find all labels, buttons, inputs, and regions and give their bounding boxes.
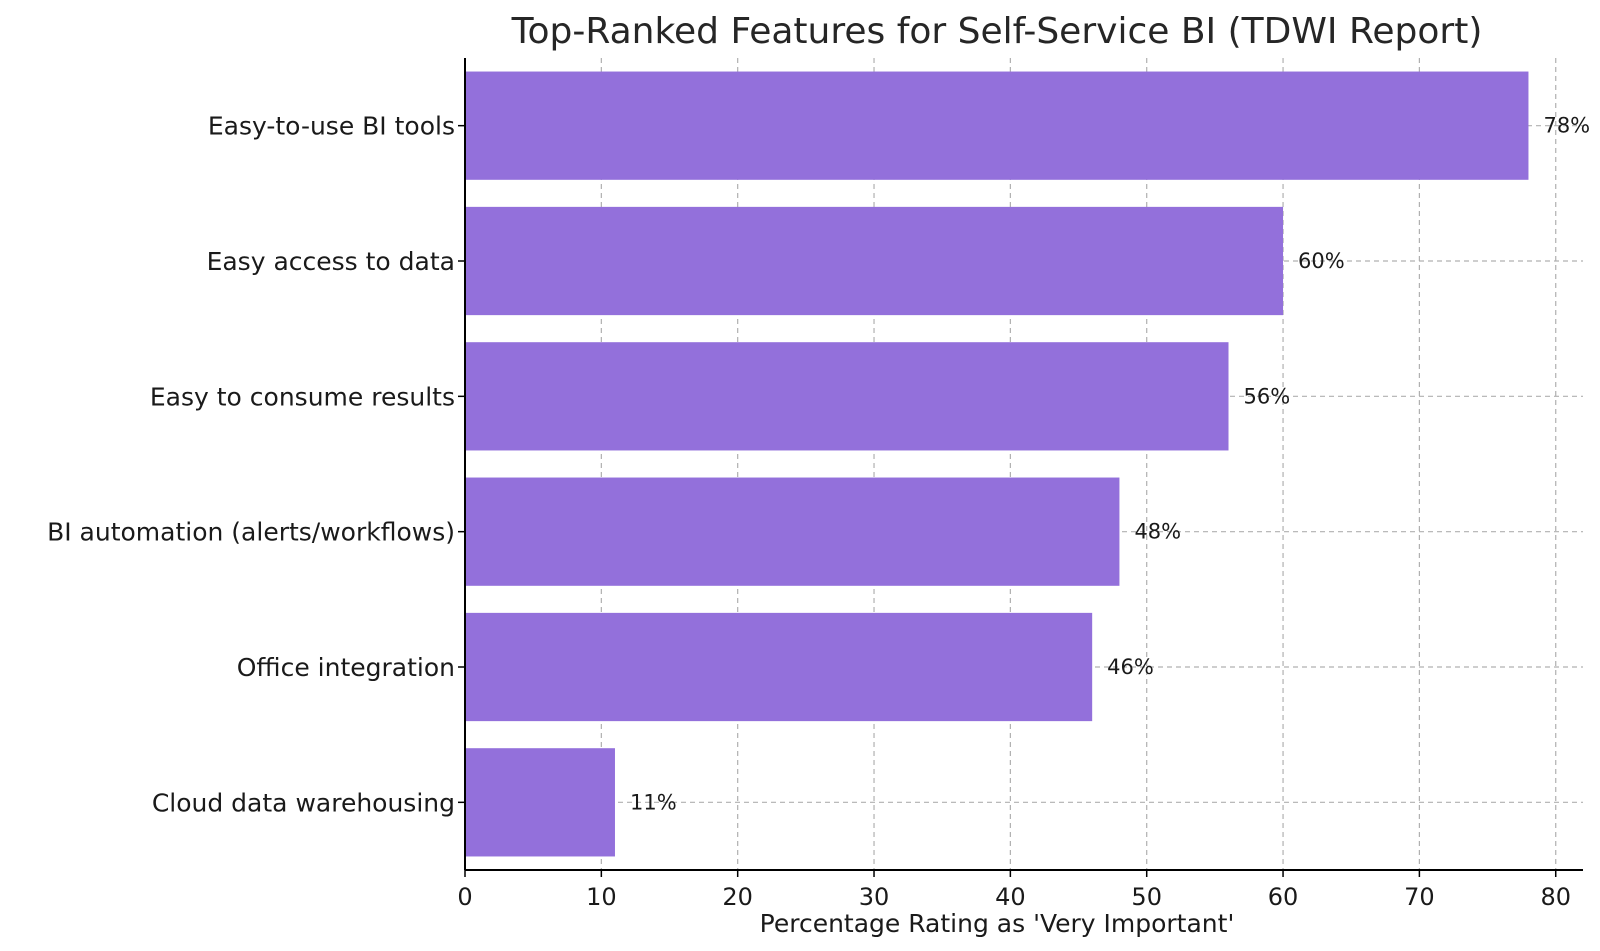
x-tick-label: 0 bbox=[457, 883, 472, 911]
bar bbox=[465, 477, 1120, 586]
x-tick-label: 70 bbox=[1404, 883, 1435, 911]
x-tick-label: 30 bbox=[859, 883, 890, 911]
bar-value-label: 56% bbox=[1244, 384, 1291, 408]
bar-value-label: 60% bbox=[1298, 249, 1345, 273]
data-labels: 78% 60% 56% 48% 46% 11% bbox=[630, 114, 1590, 815]
x-tick-label: 40 bbox=[995, 883, 1026, 911]
bars bbox=[465, 71, 1529, 857]
y-tick-label: Office integration bbox=[237, 653, 455, 682]
bar bbox=[465, 71, 1529, 180]
x-tick-label: 80 bbox=[1540, 883, 1571, 911]
bar-value-label: 78% bbox=[1543, 114, 1590, 138]
x-tick-label: 50 bbox=[1131, 883, 1162, 911]
axes bbox=[458, 58, 1583, 877]
y-axis-tick-labels: Easy-to-use BI tools Easy access to data E… bbox=[47, 112, 455, 818]
y-tick-label: Easy access to data bbox=[207, 247, 455, 276]
bar bbox=[465, 206, 1284, 316]
x-tick-label: 10 bbox=[586, 883, 617, 911]
x-axis-tick-labels: 0 10 20 30 40 50 60 70 80 bbox=[457, 883, 1571, 911]
y-tick-label: Easy to consume results bbox=[150, 382, 455, 411]
y-tick-label: BI automation (alerts/workflows) bbox=[47, 518, 455, 547]
x-axis-title: Percentage Rating as 'Very Important' bbox=[760, 909, 1235, 938]
bar bbox=[465, 748, 615, 857]
bar bbox=[465, 342, 1229, 451]
bar bbox=[465, 612, 1093, 722]
y-tick-label: Easy-to-use BI tools bbox=[208, 112, 455, 141]
y-tick-label: Cloud data warehousing bbox=[152, 788, 455, 817]
bar-value-label: 11% bbox=[630, 790, 677, 814]
bar-value-label: 48% bbox=[1134, 520, 1181, 544]
chart-title: Top-Ranked Features for Self-Service BI … bbox=[511, 11, 1483, 52]
bar-value-label: 46% bbox=[1107, 655, 1154, 679]
x-tick-label: 20 bbox=[722, 883, 753, 911]
x-tick-label: 60 bbox=[1268, 883, 1299, 911]
